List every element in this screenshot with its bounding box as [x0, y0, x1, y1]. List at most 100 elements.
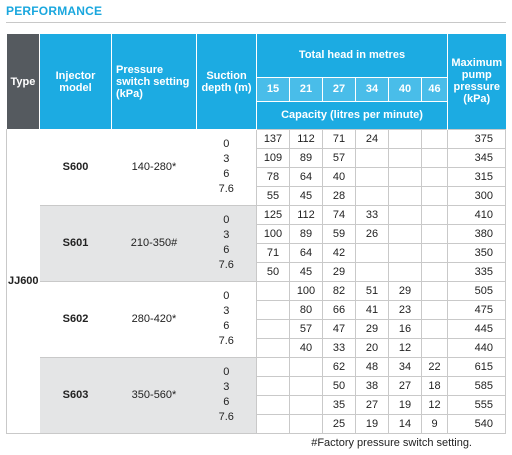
table-row: 78 64 40 315 — [7, 166, 506, 187]
table-row: S602 280-420* 0 3 6 7.6 100 82 51 29 505 — [7, 280, 506, 358]
cap-21: 45 — [289, 261, 323, 282]
cap-27: 28 — [322, 185, 356, 206]
performance-table: Type Injector model Pressure switch settin… — [6, 34, 506, 434]
cap-40 — [388, 147, 422, 168]
max-pump-pressure: 345 — [447, 147, 506, 168]
injector-model: S603 — [39, 357, 112, 434]
cap-21: 45 — [289, 185, 323, 206]
cap-15 — [256, 375, 290, 396]
suction-depths: 0 3 6 7.6 — [196, 205, 257, 282]
cap-15: 137 — [256, 128, 290, 149]
max-pump-pressure: 300 — [447, 185, 506, 206]
cap-27: 82 — [322, 280, 356, 301]
suction-depth-value: 3 — [223, 229, 230, 241]
cap-46 — [421, 204, 448, 225]
cap-15: 55 — [256, 185, 290, 206]
cap-34: 33 — [355, 204, 389, 225]
table-row: 57 47 29 16 445 — [7, 318, 506, 339]
cap-34: 48 — [355, 356, 389, 377]
section-title: PERFORMANCE — [6, 4, 103, 18]
max-pump-pressure: 375 — [447, 128, 506, 149]
cap-21: 64 — [289, 242, 323, 263]
suction-depth-value: 3 — [223, 305, 230, 317]
cap-15 — [256, 413, 290, 434]
cap-15: 100 — [256, 223, 290, 244]
header-max-pressure: Maximum pump pressure (kPa) — [447, 34, 506, 129]
cap-27: 50 — [322, 375, 356, 396]
cap-46 — [421, 242, 448, 263]
max-pump-pressure: 555 — [447, 394, 506, 415]
table-row: S601 210-350# 0 3 6 7.6 125 112 74 33 410 — [7, 204, 506, 282]
cap-46 — [421, 128, 448, 149]
cap-46 — [421, 318, 448, 339]
table-row: 25 19 14 9 540 — [7, 413, 506, 434]
cap-15: 109 — [256, 147, 290, 168]
max-pump-pressure: 505 — [447, 280, 506, 301]
max-pump-pressure: 615 — [447, 356, 506, 377]
pressure-switch-setting: 140-280* — [111, 129, 197, 206]
cap-34: 29 — [355, 318, 389, 339]
cap-15 — [256, 356, 290, 377]
suction-depth-value: 7.6 — [218, 182, 234, 195]
cap-21 — [289, 356, 323, 377]
cap-46: 18 — [421, 375, 448, 396]
max-pump-pressure: 410 — [447, 204, 506, 225]
cap-21: 40 — [289, 337, 323, 358]
suction-depth-value: 0 — [223, 214, 230, 226]
cap-46: 9 — [421, 413, 448, 434]
suction-depth-value: 6 — [223, 320, 230, 332]
cap-40: 12 — [388, 337, 422, 358]
suction-depth-value: 3 — [223, 381, 230, 393]
cap-34: 19 — [355, 413, 389, 434]
cap-40: 29 — [388, 280, 422, 301]
cap-40: 16 — [388, 318, 422, 339]
cap-40: 27 — [388, 375, 422, 396]
suction-depth-value: 3 — [223, 152, 230, 165]
cap-40 — [388, 204, 422, 225]
cap-46 — [421, 299, 448, 320]
cap-21: 57 — [289, 318, 323, 339]
table-row: 109 89 57 345 — [7, 147, 506, 168]
head-21: 21 — [289, 77, 323, 102]
cap-15 — [256, 337, 290, 358]
header-total-head: Total head in metres — [256, 34, 448, 78]
cap-15 — [256, 280, 290, 301]
cap-21: 112 — [289, 204, 323, 225]
cap-40 — [388, 128, 422, 149]
header-pressure-switch: Pressure switch setting (kPa) — [111, 34, 197, 129]
injector-model: S600 — [39, 129, 112, 206]
cap-40: 34 — [388, 356, 422, 377]
suction-depths: 0 3 6 7.6 — [196, 357, 257, 434]
suction-depth-value: 7.6 — [218, 259, 234, 271]
table-row: 100 89 59 26 380 — [7, 223, 506, 244]
cap-21: 89 — [289, 223, 323, 244]
cap-46 — [421, 280, 448, 301]
max-pump-pressure: 585 — [447, 375, 506, 396]
cap-27: 66 — [322, 299, 356, 320]
pressure-switch-setting: 210-350# — [111, 205, 197, 282]
table-row: 35 27 19 12 555 — [7, 394, 506, 415]
cap-46 — [421, 261, 448, 282]
head-27: 27 — [322, 77, 356, 102]
table-row: S603 350-560* 0 3 6 7.6 62 48 34 22 615 — [7, 356, 506, 434]
cap-27: 47 — [322, 318, 356, 339]
type-value: JJ600 — [6, 129, 40, 434]
cap-21 — [289, 413, 323, 434]
cap-21: 112 — [289, 128, 323, 149]
head-15: 15 — [256, 77, 290, 102]
cap-46 — [421, 147, 448, 168]
max-pump-pressure: 380 — [447, 223, 506, 244]
cap-40: 14 — [388, 413, 422, 434]
cap-27: 42 — [322, 242, 356, 263]
cap-34: 20 — [355, 337, 389, 358]
cap-27: 59 — [322, 223, 356, 244]
max-pump-pressure: 315 — [447, 166, 506, 187]
head-46: 46 — [421, 77, 448, 102]
cap-34: 38 — [355, 375, 389, 396]
pressure-switch-setting: 350-560* — [111, 357, 197, 434]
cap-21: 80 — [289, 299, 323, 320]
performance-table-body: JJ600 S600 140-280* 0 3 6 7.6 137 112 71 24 375 109 8… — [6, 128, 506, 434]
cap-34: 26 — [355, 223, 389, 244]
header-suction-depth: Suction depth (m) — [196, 34, 257, 129]
head-34: 34 — [355, 77, 389, 102]
